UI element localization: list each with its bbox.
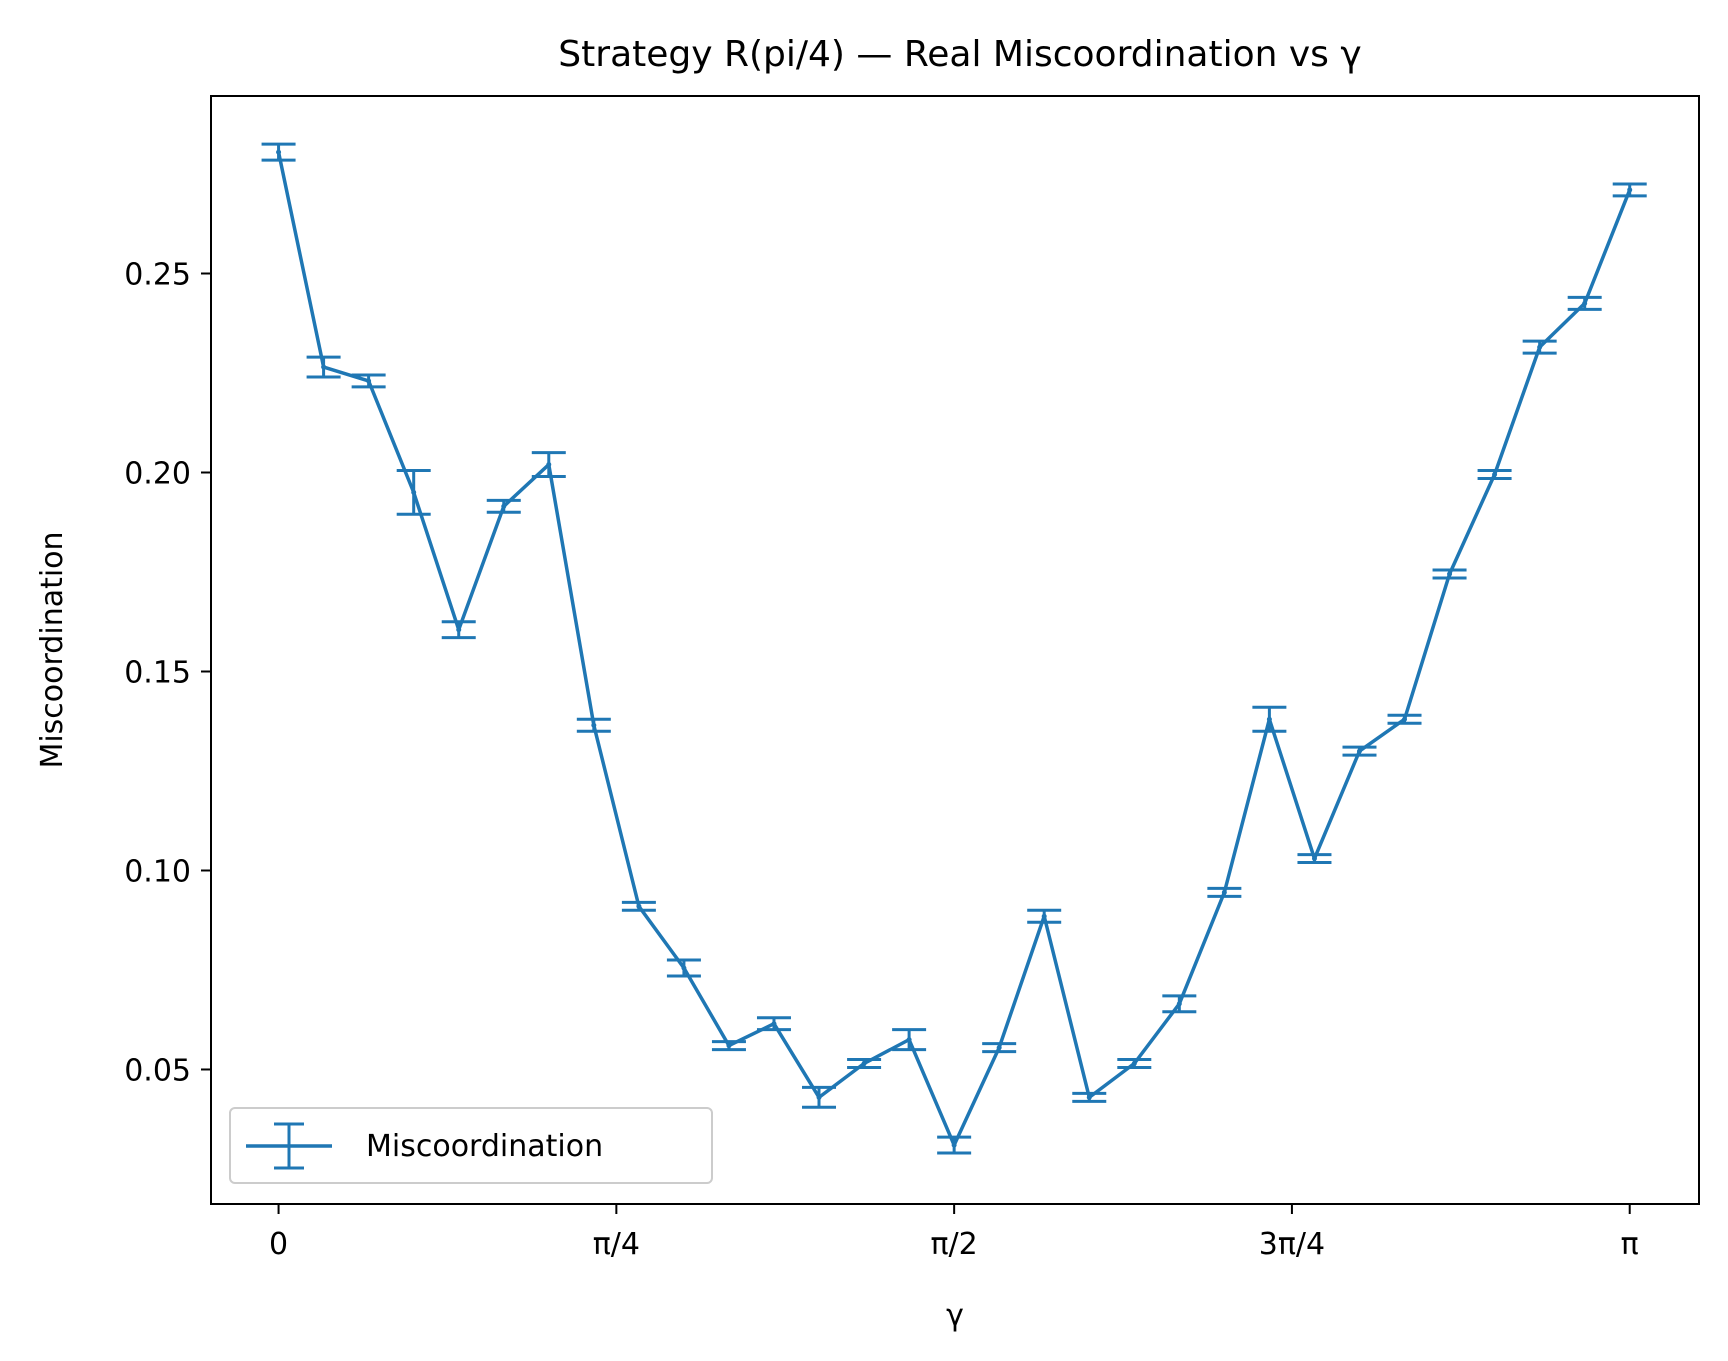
y-tick-label: 0.25: [124, 258, 191, 293]
x-axis: 0 π/4 π/2 3π/4 π: [269, 1204, 1639, 1262]
data-point: [1627, 187, 1633, 193]
x-tick-label: π: [1621, 1227, 1639, 1262]
chart-title: Strategy R(pi/4) — Real Miscoordination …: [558, 34, 1361, 75]
data-point: [1266, 716, 1272, 722]
data-point: [1356, 748, 1362, 754]
data-point: [1402, 716, 1408, 722]
data-point: [501, 503, 507, 509]
data-point: [321, 364, 327, 370]
legend-label: Miscoordination: [366, 1129, 603, 1164]
legend-handle: [246, 1122, 332, 1170]
data-point: [1176, 1001, 1182, 1007]
data-point: [1041, 913, 1047, 919]
x-tick-label: 3π/4: [1259, 1227, 1325, 1262]
data-point: [1086, 1094, 1092, 1100]
y-tick-label: 0.10: [124, 854, 191, 889]
data-point: [726, 1043, 732, 1049]
data-point: [1311, 856, 1317, 862]
legend-box: [229, 1107, 713, 1184]
legend: Miscoordination: [229, 1107, 713, 1184]
data-point: [861, 1061, 867, 1067]
data-point: [816, 1094, 822, 1100]
data-point: [1221, 889, 1227, 895]
data-point: [951, 1142, 957, 1148]
y-tick-label: 0.20: [124, 456, 191, 491]
data-point: [591, 722, 597, 728]
data-point: [1582, 300, 1588, 306]
data-point: [1537, 344, 1543, 350]
x-axis-label: γ: [946, 1298, 964, 1333]
data-point: [636, 903, 642, 909]
y-axis-label: Miscoordination: [35, 531, 70, 768]
data-point: [411, 489, 417, 495]
data-point: [771, 1021, 777, 1027]
y-axis: 0.05 0.10 0.15 0.20 0.25: [124, 258, 211, 1088]
data-point: [456, 627, 462, 633]
data-point: [996, 1045, 1002, 1051]
x-tick-label: π/4: [593, 1227, 640, 1262]
data-point: [276, 149, 282, 155]
data-point: [366, 378, 372, 384]
data-point: [546, 462, 552, 468]
data-point: [906, 1037, 912, 1043]
data-point: [1131, 1061, 1137, 1067]
data-point: [681, 965, 687, 971]
data-point: [1492, 471, 1498, 477]
y-tick-label: 0.05: [124, 1053, 191, 1088]
data-point: [1447, 571, 1453, 577]
x-tick-label: 0: [269, 1227, 288, 1262]
x-tick-label: π/2: [931, 1227, 978, 1262]
y-tick-label: 0.15: [124, 655, 191, 690]
